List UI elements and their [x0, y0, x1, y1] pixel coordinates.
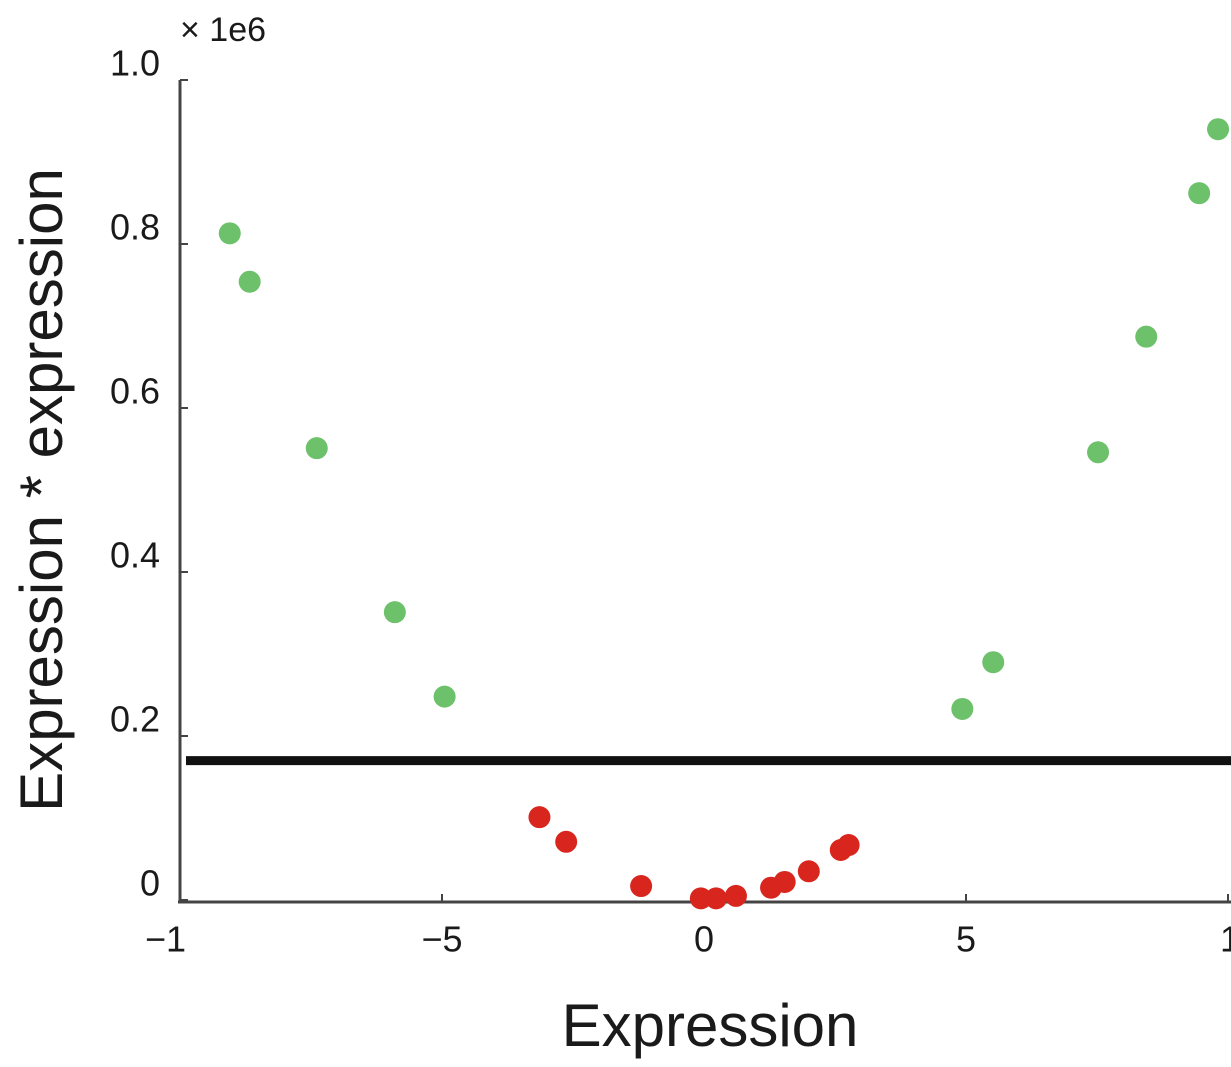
y-tick-label: 0.4 — [110, 535, 160, 576]
x-tick-label: 5 — [956, 919, 976, 960]
point — [218, 222, 241, 245]
point — [555, 830, 578, 853]
x-tick-label: −1 — [145, 919, 186, 960]
point — [951, 697, 974, 720]
y-tick-label: 1.0 — [110, 43, 160, 84]
x-tick-label: −5 — [421, 919, 462, 960]
y-tick-label: 0 — [140, 863, 160, 904]
point — [1207, 118, 1230, 141]
x-tick-label: 1 — [1220, 919, 1231, 960]
point — [689, 887, 712, 910]
y-tick-label: 0.2 — [110, 699, 160, 740]
point — [528, 806, 551, 829]
point — [630, 875, 653, 898]
point — [238, 270, 261, 293]
point — [705, 887, 728, 910]
point — [773, 870, 796, 893]
y-tick-label: 0.8 — [110, 207, 160, 248]
point — [982, 651, 1005, 674]
point — [724, 884, 747, 907]
point — [837, 834, 860, 857]
point — [1135, 325, 1158, 348]
point — [797, 860, 820, 883]
axis-multiplier: × 1e6 — [180, 11, 266, 49]
x-axis-label: Expression — [562, 992, 859, 1059]
point — [1188, 182, 1211, 205]
point — [383, 601, 406, 624]
x-tick-label: 0 — [694, 919, 714, 960]
point — [1087, 441, 1110, 464]
point — [305, 437, 328, 460]
y-axis-label: Expression * expression — [8, 168, 75, 812]
point — [433, 685, 456, 708]
y-tick-label: 0.6 — [110, 371, 160, 412]
